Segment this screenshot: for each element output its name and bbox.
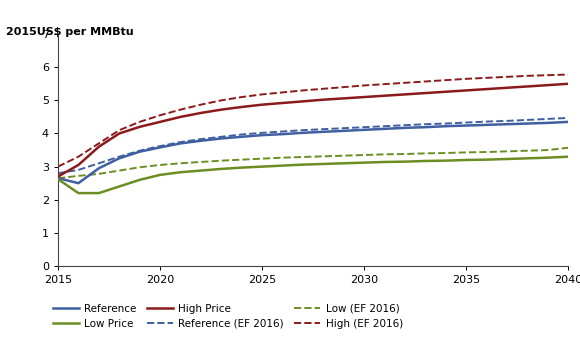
Text: 2015US$ per MMBtu: 2015US$ per MMBtu [6, 27, 133, 37]
Legend: Reference, Low Price, High Price, Reference (EF 2016), Low (EF 2016), High (EF 2: Reference, Low Price, High Price, Refere… [53, 303, 403, 329]
